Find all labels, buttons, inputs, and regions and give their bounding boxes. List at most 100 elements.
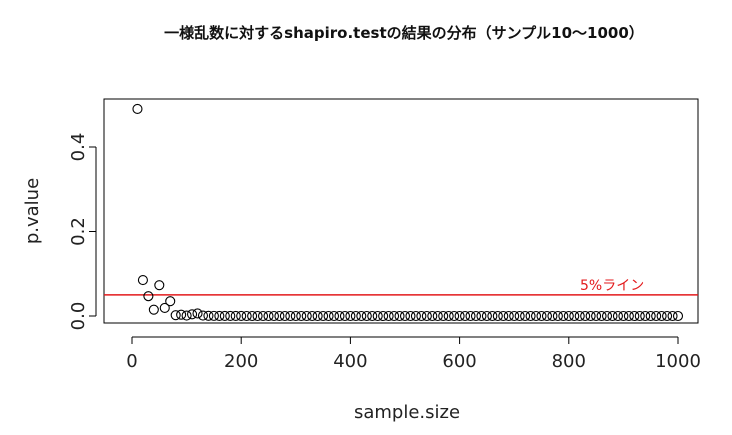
data-point xyxy=(208,310,219,321)
data-point xyxy=(350,310,361,322)
data-point xyxy=(296,310,307,322)
data-points xyxy=(132,103,684,322)
data-point xyxy=(339,310,350,322)
data-point xyxy=(334,310,345,322)
data-point xyxy=(645,310,656,322)
data-point xyxy=(662,310,673,322)
data-point xyxy=(257,310,269,322)
data-point xyxy=(159,302,170,314)
data-point xyxy=(552,310,563,322)
data-point xyxy=(509,310,520,322)
data-point xyxy=(460,310,471,322)
x-axis-label: sample.size xyxy=(354,402,460,423)
five-percent-label: 5%ライン xyxy=(580,278,644,294)
data-point xyxy=(601,310,613,322)
data-point xyxy=(498,310,509,322)
data-point xyxy=(148,304,159,315)
data-point xyxy=(389,310,400,322)
y-axis-label: p.value xyxy=(22,178,43,244)
data-point xyxy=(596,310,607,322)
data-point xyxy=(394,310,405,322)
data-point xyxy=(165,296,176,307)
data-point xyxy=(137,275,148,286)
data-point xyxy=(536,310,547,322)
data-point xyxy=(651,310,662,322)
data-point xyxy=(372,310,383,322)
data-point xyxy=(454,310,465,322)
data-point xyxy=(154,280,165,291)
data-point xyxy=(585,310,596,322)
data-point xyxy=(312,310,323,322)
data-point xyxy=(563,310,574,322)
data-point xyxy=(132,103,143,115)
data-point xyxy=(378,310,389,322)
data-point xyxy=(656,310,667,322)
data-point xyxy=(449,310,460,322)
data-point xyxy=(618,310,629,322)
data-point xyxy=(197,310,209,321)
data-point xyxy=(176,309,187,320)
data-point xyxy=(580,310,591,322)
y-tick-label: 0.2 xyxy=(68,217,89,246)
data-point xyxy=(410,310,421,322)
data-point xyxy=(203,310,214,321)
data-point xyxy=(541,310,553,322)
x-axis: 0 200 400 600 800 1000 xyxy=(126,336,701,372)
y-tick-label: 0.0 xyxy=(68,302,89,331)
data-point xyxy=(241,310,252,322)
data-point xyxy=(672,310,684,322)
data-point xyxy=(279,310,290,322)
data-point xyxy=(383,310,394,322)
data-point xyxy=(399,310,411,322)
data-point xyxy=(465,310,476,322)
data-point xyxy=(476,310,487,322)
data-point xyxy=(558,310,569,322)
data-point xyxy=(514,310,525,322)
data-point xyxy=(181,310,192,321)
data-point xyxy=(591,310,602,322)
data-point xyxy=(170,310,181,321)
data-point xyxy=(667,310,678,322)
data-point xyxy=(345,310,356,322)
data-point xyxy=(225,310,236,322)
y-axis: 0.0 0.2 0.4 xyxy=(68,133,97,331)
data-point xyxy=(481,310,492,322)
data-point xyxy=(525,310,536,322)
data-point xyxy=(219,310,230,322)
x-tick-label: 400 xyxy=(333,351,367,372)
data-point xyxy=(268,310,280,322)
data-point xyxy=(640,310,651,322)
data-point xyxy=(623,310,634,322)
data-point xyxy=(421,310,432,322)
data-point xyxy=(361,310,372,322)
data-point xyxy=(574,310,585,322)
data-point xyxy=(634,310,645,322)
data-point xyxy=(236,310,247,322)
data-point xyxy=(629,310,640,322)
data-point xyxy=(487,310,498,322)
data-point xyxy=(503,310,514,322)
x-tick-label: 200 xyxy=(224,351,258,372)
data-point xyxy=(290,310,301,322)
data-point xyxy=(438,310,449,322)
x-tick-label: 800 xyxy=(552,351,586,372)
data-point xyxy=(492,310,503,322)
data-point xyxy=(432,310,443,322)
data-point xyxy=(612,310,623,322)
data-point xyxy=(547,310,558,322)
data-point xyxy=(569,310,580,322)
data-point xyxy=(214,310,225,321)
data-point xyxy=(318,310,329,322)
data-point xyxy=(192,308,203,319)
y-tick-label: 0.4 xyxy=(68,133,89,162)
data-point xyxy=(356,310,367,322)
data-point xyxy=(143,291,154,302)
data-point xyxy=(443,310,454,322)
data-point xyxy=(274,310,285,322)
data-point xyxy=(416,310,427,322)
chart-title: 一様乱数に対するshapiro.testの結果の分布（サンプル10〜1000） xyxy=(164,24,644,42)
data-point xyxy=(328,310,340,322)
x-tick-label: 600 xyxy=(442,351,476,372)
data-point xyxy=(187,309,198,320)
